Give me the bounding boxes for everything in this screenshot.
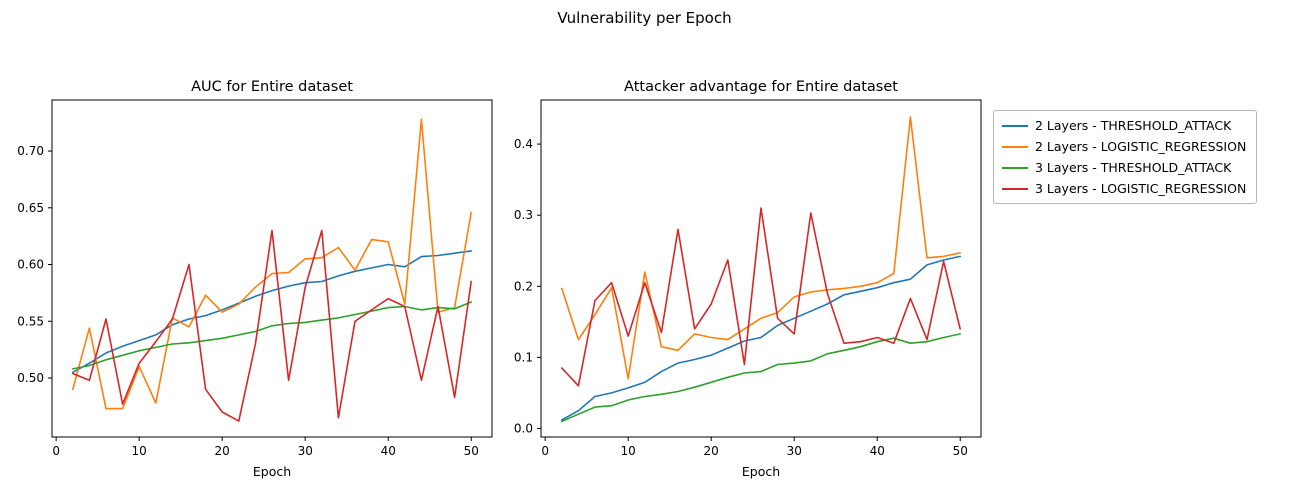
legend-label: 2 Layers - LOGISTIC_REGRESSION — [1035, 139, 1247, 154]
x-tick-label: 20 — [704, 444, 719, 458]
y-tick-label: 0.1 — [514, 350, 533, 364]
y-tick-label: 0.50 — [17, 371, 44, 385]
y-tick-label: 0.0 — [514, 421, 533, 435]
x-tick-label: 10 — [621, 444, 636, 458]
chart-title: AUC for Entire dataset — [191, 79, 353, 95]
legend-label: 3 Layers - THRESHOLD_ATTACK — [1035, 160, 1232, 175]
x-tick-label: 50 — [464, 444, 479, 458]
series-line — [560, 207, 962, 387]
x-tick-label: 30 — [787, 444, 802, 458]
series-line — [560, 255, 962, 421]
chart-title: Attacker advantage for Entire dataset — [624, 79, 898, 95]
plot-area — [540, 99, 982, 438]
legend-entry: 2 Layers - THRESHOLD_ATTACK — [1002, 118, 1246, 133]
x-axis-label: Epoch — [742, 464, 780, 479]
figure-title: Vulnerability per Epoch — [557, 9, 732, 27]
x-axis-label: Epoch — [253, 464, 291, 479]
legend: 2 Layers - THRESHOLD_ATTACK 2 Layers - LO… — [993, 110, 1258, 204]
y-tick-label: 0.4 — [514, 137, 533, 151]
x-tick-label: 0 — [541, 444, 549, 458]
series-line — [72, 118, 473, 410]
x-tick-label: 20 — [215, 444, 230, 458]
legend-entry: 2 Layers - LOGISTIC_REGRESSION — [1002, 139, 1246, 154]
legend-line-swatch — [1002, 124, 1028, 127]
y-tick-label: 0.65 — [17, 201, 44, 215]
x-tick-label: 40 — [381, 444, 396, 458]
legend-entry: 3 Layers - LOGISTIC_REGRESSION — [1002, 181, 1246, 196]
attacker-advantage-chart: Attacker advantage for Entire dataset 0 10… — [514, 79, 982, 479]
y-tick-label: 0.2 — [514, 279, 533, 293]
plot-area — [51, 99, 493, 438]
x-tick-label: 30 — [298, 444, 313, 458]
x-tick-label: 10 — [132, 444, 147, 458]
legend-line-swatch — [1002, 166, 1028, 169]
legend-line-swatch — [1002, 187, 1028, 190]
x-tick-label: 50 — [953, 444, 968, 458]
legend-label: 3 Layers - LOGISTIC_REGRESSION — [1035, 181, 1247, 196]
y-tick-label: 0.55 — [17, 314, 44, 328]
y-tick-label: 0.70 — [17, 144, 44, 158]
y-tick-label: 0.60 — [17, 258, 44, 272]
x-tick-label: 40 — [870, 444, 885, 458]
auc-chart: AUC for Entire dataset 0 10 20 30 40 50 0.50 0.5… — [17, 79, 493, 479]
x-tick-label: 0 — [52, 444, 60, 458]
legend-line-swatch — [1002, 145, 1028, 148]
legend-label: 2 Layers - THRESHOLD_ATTACK — [1035, 118, 1232, 133]
legend-entry: 3 Layers - THRESHOLD_ATTACK — [1002, 160, 1246, 175]
series-line — [560, 116, 962, 380]
series-line — [72, 229, 473, 422]
series-line — [72, 250, 473, 374]
y-tick-label: 0.3 — [514, 208, 533, 222]
series-line — [560, 333, 962, 423]
